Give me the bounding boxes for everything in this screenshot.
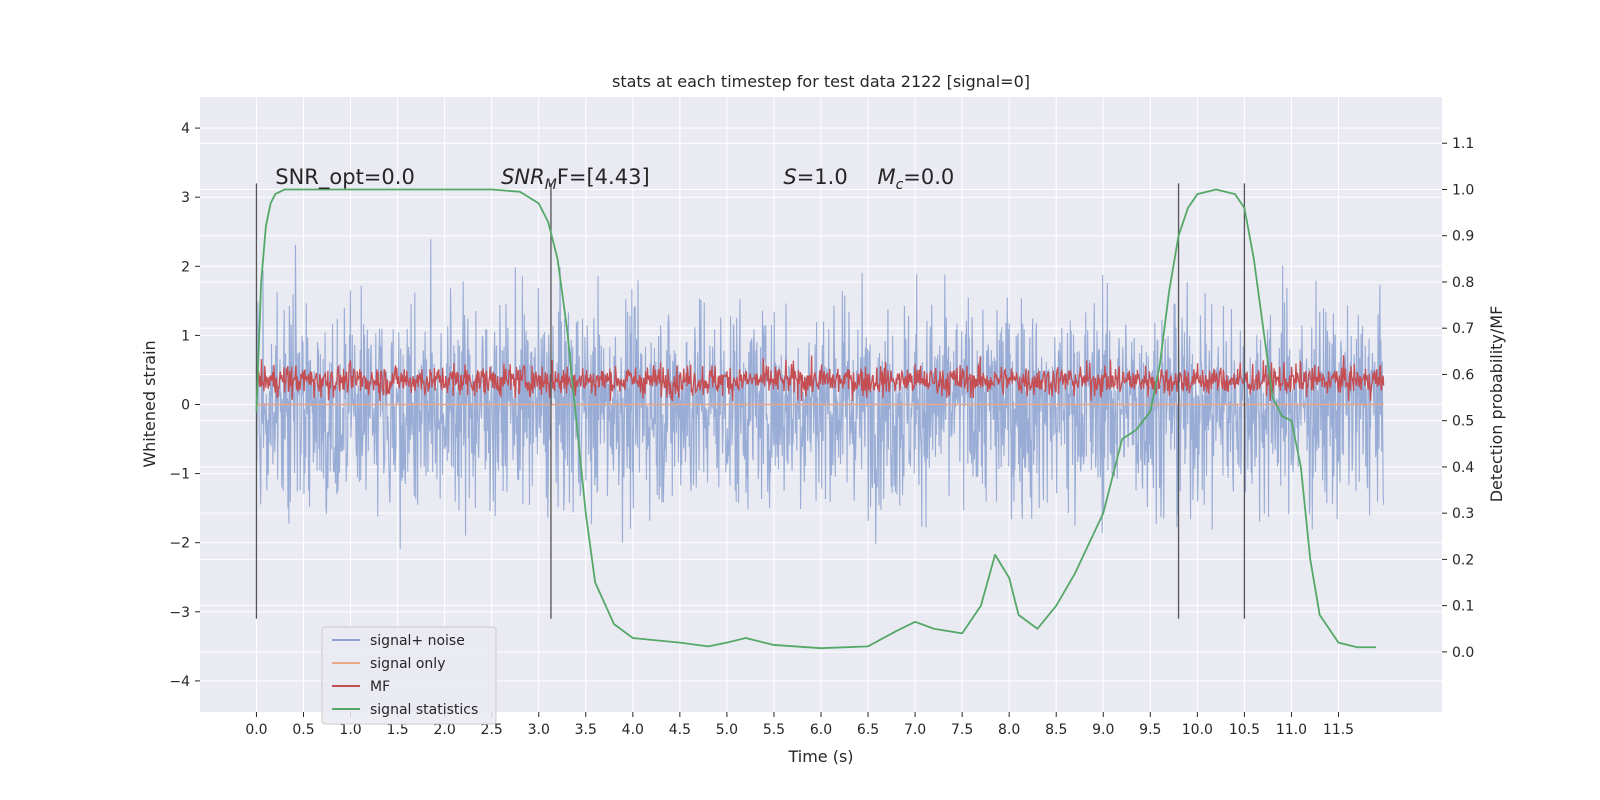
annotation-subscript: c	[896, 177, 904, 193]
vertical-markers	[255, 183, 1246, 619]
x-tick-label: 9.5	[1139, 722, 1161, 738]
y2-tick-label: 1.0	[1452, 182, 1474, 198]
x-tick-label: 4.0	[622, 722, 644, 738]
signal-noise-series	[255, 239, 1385, 549]
y-tick-label: 0	[181, 398, 190, 414]
annotation-text: S=1.0	[783, 165, 847, 189]
x-tick-label: 8.0	[998, 722, 1020, 738]
x-tick-label: 5.0	[716, 722, 738, 738]
x-tick-label: 10.0	[1182, 722, 1213, 738]
y2-tick-label: 1.1	[1452, 136, 1474, 152]
y2-tick-label: 0.2	[1452, 552, 1474, 568]
x-tick-label: 0.0	[245, 722, 267, 738]
x-tick-label: 8.5	[1045, 722, 1067, 738]
x-tick-label: 1.5	[386, 722, 408, 738]
annotation-main: M	[877, 165, 895, 189]
annotation-rest: =1.0	[797, 165, 848, 189]
chart-title: stats at each timestep for test data 212…	[612, 72, 1030, 91]
y-axis-ticks: 4 3 2 1 0 −1 −2 −3 −4	[169, 121, 200, 690]
y-tick-label: 4	[181, 121, 190, 137]
legend-label-signal-noise: signal+ noise	[370, 633, 465, 649]
y2-axis-ticks: 1.1 1.0 0.9 0.8 0.7 0.6 0.5 0.4 0.3 0.2 0.1 0.0	[1442, 136, 1474, 661]
y-axis-label: Whitened strain	[140, 340, 159, 467]
y2-tick-label: 0.5	[1452, 414, 1474, 430]
annotation-rest: =0.0	[903, 165, 954, 189]
y2-axis-label: Detection probability/MF	[1487, 306, 1506, 503]
annotation-main: SNR	[501, 165, 545, 189]
annotation-subscript: M	[545, 177, 557, 193]
x-tick-label: 2.5	[481, 722, 503, 738]
x-tick-label: 10.5	[1229, 722, 1260, 738]
y-tick-label: 3	[181, 190, 190, 206]
signal-noise-line	[255, 239, 1385, 549]
x-tick-label: 6.5	[857, 722, 879, 738]
x-tick-label: 11.0	[1276, 722, 1307, 738]
y-tick-label: −4	[169, 674, 190, 690]
y-tick-label: −3	[169, 605, 190, 621]
x-tick-label: 1.0	[339, 722, 361, 738]
legend: signal+ noise signal only MF signal stat…	[321, 626, 497, 725]
annotation-rest: F=[4.43]	[557, 165, 650, 189]
y2-tick-label: 0.4	[1452, 460, 1474, 476]
x-tick-label: 3.5	[575, 722, 597, 738]
mf-series	[255, 355, 1385, 402]
y2-tick-label: 0.7	[1452, 321, 1474, 337]
y-tick-label: −2	[169, 536, 190, 552]
annotations: SNR_opt=0.0 SNRMF=[4.43] S=1.0 Mc=0.0	[275, 165, 954, 193]
x-tick-label: 5.5	[763, 722, 785, 738]
x-axis-label: Time (s)	[787, 747, 853, 766]
y2-tick-label: 0.3	[1452, 506, 1474, 522]
x-tick-label: 2.0	[434, 722, 456, 738]
x-tick-label: 7.0	[904, 722, 926, 738]
y2-tick-label: 0.6	[1452, 367, 1474, 383]
signal-statistics-series	[255, 188, 1377, 650]
y2-tick-label: 0.0	[1452, 645, 1474, 661]
mf-line	[255, 355, 1385, 402]
annotation-main: SNR_opt=0.0	[275, 165, 415, 190]
x-tick-label: 0.5	[292, 722, 314, 738]
x-tick-label: 7.5	[951, 722, 973, 738]
annotation-text: SNR_opt=0.0	[275, 165, 415, 190]
annotation-main: S	[783, 165, 796, 189]
legend-label-signal-only: signal only	[370, 656, 445, 672]
y2-tick-label: 0.1	[1452, 599, 1474, 615]
x-tick-label: 4.5	[669, 722, 691, 738]
x-tick-label: 11.5	[1323, 722, 1354, 738]
x-tick-label: 9.0	[1092, 722, 1114, 738]
legend-label-signal-statistics: signal statistics	[370, 702, 478, 718]
annotation-text: Mc=0.0	[877, 165, 954, 193]
x-tick-label: 6.0	[810, 722, 832, 738]
signal-statistics-line	[255, 188, 1377, 650]
x-tick-label: 3.0	[528, 722, 550, 738]
x-axis-ticks: 0.0 0.5 1.0 1.5 2.0 2.5 3.0 3.5 4.0 4.5 5.0 5.5 6.0 6…	[245, 712, 1354, 738]
legend-box	[321, 626, 497, 725]
y2-tick-label: 0.9	[1452, 229, 1474, 245]
y-tick-label: 2	[181, 259, 190, 275]
y-tick-label: 1	[181, 328, 190, 344]
legend-label-mf: MF	[370, 679, 390, 695]
annotation-text: SNRMF=[4.43]	[501, 165, 650, 193]
y-tick-label: −1	[169, 467, 190, 483]
y2-tick-label: 0.8	[1452, 275, 1474, 291]
